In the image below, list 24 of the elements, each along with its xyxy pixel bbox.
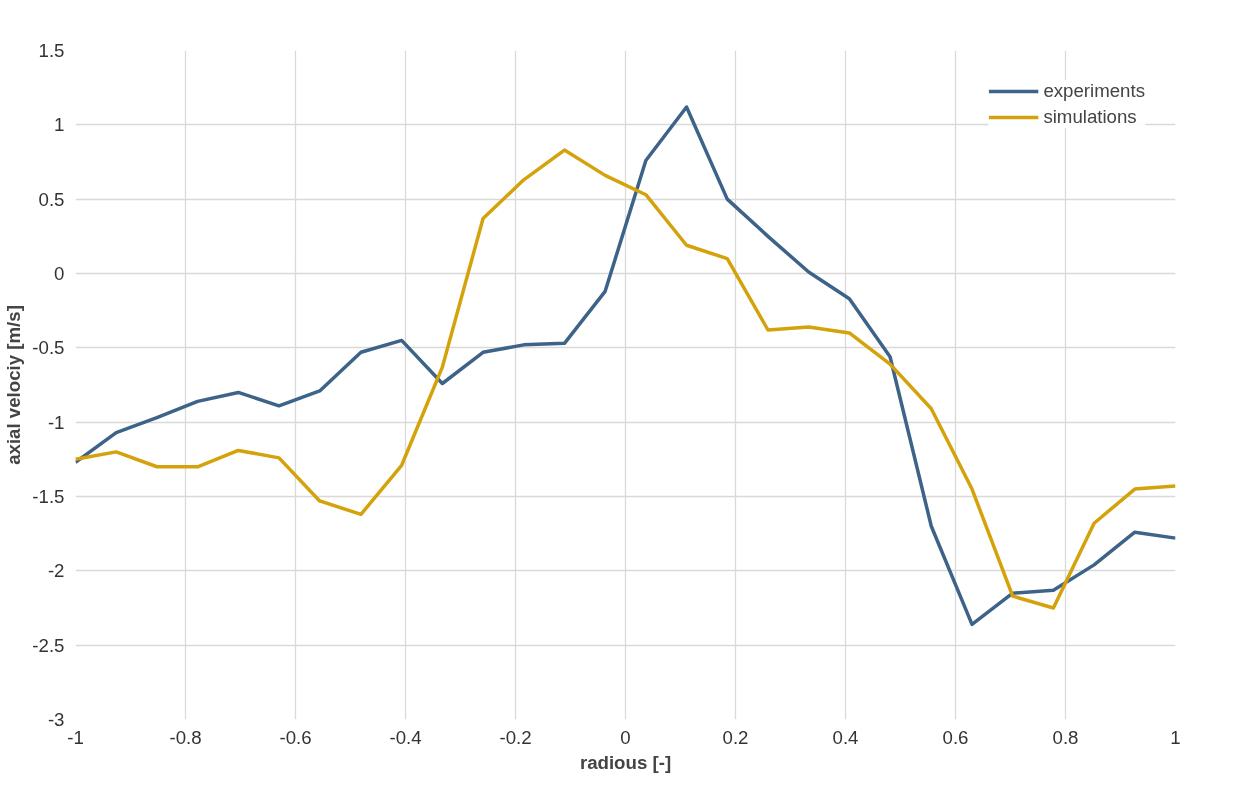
y-tick-label: 0.5 <box>38 188 65 210</box>
y-tick-label: 1 <box>54 114 65 136</box>
legend-label: experiments <box>1043 80 1145 102</box>
x-tick-label: -0.8 <box>169 726 202 748</box>
x-tick-label: 0.8 <box>1052 726 1079 748</box>
x-tick-label: 0 <box>620 726 631 748</box>
y-tick-label: -2.5 <box>32 634 65 656</box>
y-tick-label: 1.5 <box>38 40 65 61</box>
y-tick-label: -0.5 <box>32 337 65 359</box>
x-tick-label: -0.4 <box>389 726 422 748</box>
x-tick-label: -0.2 <box>499 726 532 748</box>
y-tick-label: -1 <box>47 411 65 433</box>
x-tick-label: 0.6 <box>942 726 969 748</box>
x-tick-label: 0.4 <box>832 726 859 748</box>
legend-label: simulations <box>1043 106 1137 128</box>
x-tick-label: 0.2 <box>722 726 749 748</box>
y-tick-label: -2 <box>47 560 65 582</box>
y-tick-label: -3 <box>47 709 65 730</box>
x-tick-label: 1 <box>1170 726 1181 748</box>
x-tick-label: -0.6 <box>279 726 312 748</box>
y-axis-title: axial velociy [m/s] <box>3 305 25 465</box>
y-tick-label: -1.5 <box>32 486 65 507</box>
x-axis-title: radious [-] <box>579 751 672 773</box>
y-tick-label: 0 <box>54 263 65 284</box>
